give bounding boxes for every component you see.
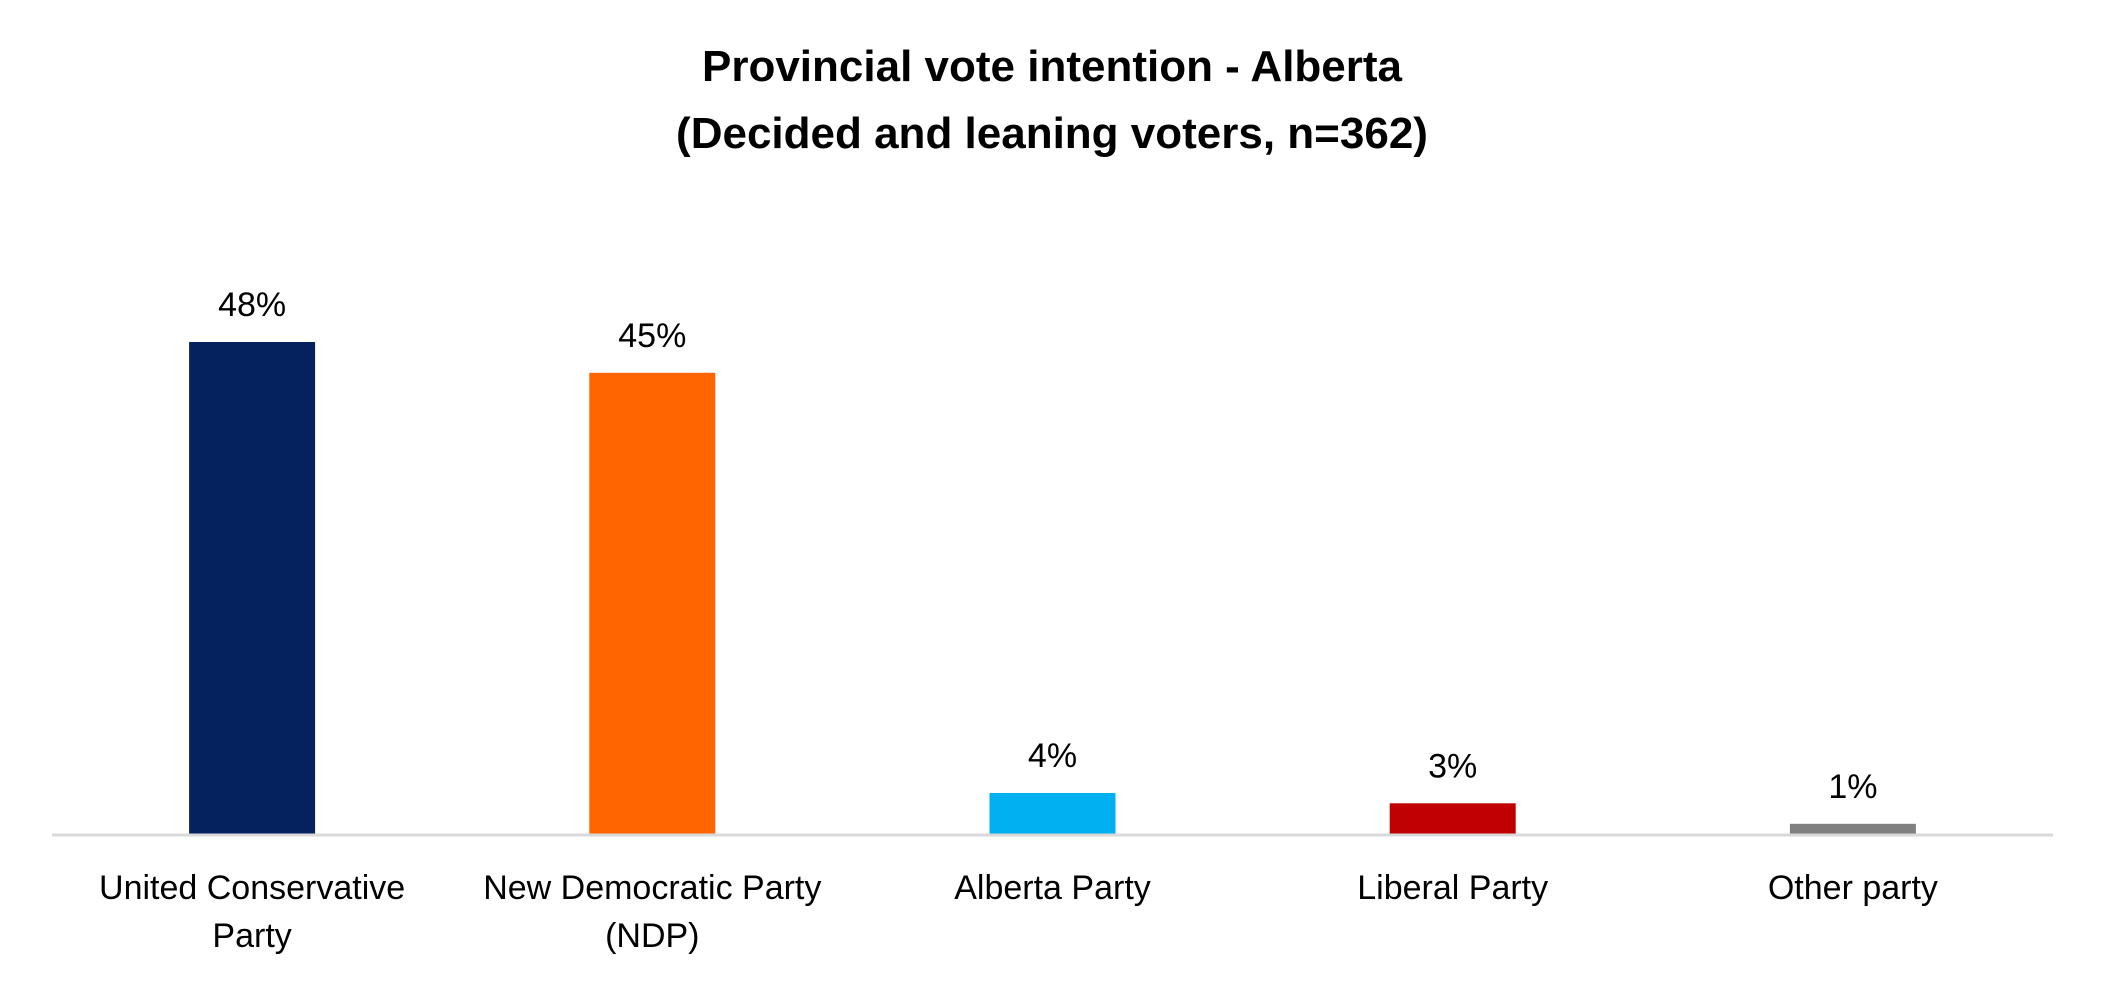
category-label-4-line-0: Other party xyxy=(1768,869,1938,907)
data-label-3: 3% xyxy=(1428,747,1477,785)
chart-title: Provincial vote intention - Alberta (Dec… xyxy=(676,42,1428,158)
data-label-4: 1% xyxy=(1828,768,1877,806)
bar-3 xyxy=(1389,803,1516,835)
data-label-2: 4% xyxy=(1028,737,1077,775)
bar-4 xyxy=(1789,823,1916,835)
category-label-3-line-0: Liberal Party xyxy=(1357,869,1548,907)
chart-title-line-2: (Decided and leaning voters, n=362) xyxy=(676,109,1428,158)
bar-1 xyxy=(589,372,716,835)
category-labels-layer: United Conservative Party New Democratic P… xyxy=(99,869,1938,955)
category-label-0-line-0: United Conservative xyxy=(99,869,405,907)
data-label-0: 48% xyxy=(218,286,286,324)
data-labels-layer: 48% 45% 4% 3% 1% xyxy=(218,286,1877,806)
category-label-1-line-1: (NDP) xyxy=(605,917,699,955)
data-label-1: 45% xyxy=(618,317,686,355)
category-label-2-line-0: Alberta Party xyxy=(954,869,1151,907)
bar-2 xyxy=(989,793,1116,834)
chart-title-line-1: Provincial vote intention - Alberta xyxy=(702,42,1403,91)
category-label-1-line-0: New Democratic Party xyxy=(483,869,821,907)
bars-layer xyxy=(189,342,1916,835)
bar-0 xyxy=(189,342,316,834)
category-label-0-line-1: Party xyxy=(212,917,291,955)
